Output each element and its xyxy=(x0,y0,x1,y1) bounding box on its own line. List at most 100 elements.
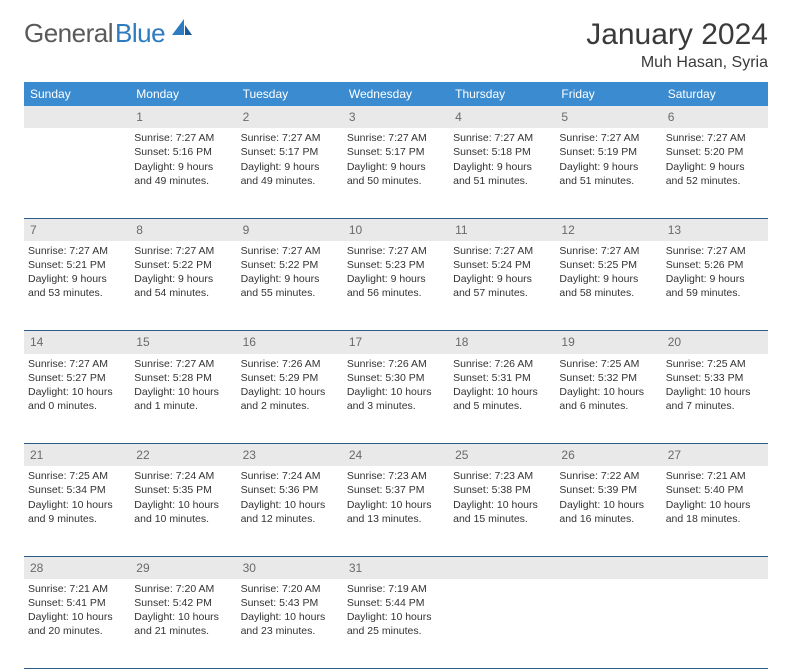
title-block: January 2024 Muh Hasan, Syria xyxy=(586,18,768,72)
sunset-text: Sunset: 5:35 PM xyxy=(134,483,232,497)
sunrise-text: Sunrise: 7:22 AM xyxy=(559,469,657,483)
day-cell: Sunrise: 7:23 AMSunset: 5:38 PMDaylight:… xyxy=(449,466,555,556)
sunrise-text: Sunrise: 7:27 AM xyxy=(666,131,764,145)
weekday-header: Thursday xyxy=(449,82,555,106)
sunrise-text: Sunrise: 7:19 AM xyxy=(347,582,445,596)
sunset-text: Sunset: 5:30 PM xyxy=(347,371,445,385)
day-cell xyxy=(449,579,555,669)
daylight-text: Daylight: 10 hours xyxy=(134,385,232,399)
week-row: Sunrise: 7:27 AMSunset: 5:16 PMDaylight:… xyxy=(24,128,768,218)
day-number xyxy=(449,556,555,579)
sunset-text: Sunset: 5:31 PM xyxy=(453,371,551,385)
sunrise-text: Sunrise: 7:27 AM xyxy=(347,131,445,145)
sunrise-text: Sunrise: 7:27 AM xyxy=(559,131,657,145)
sunrise-text: Sunrise: 7:26 AM xyxy=(453,357,551,371)
sunrise-text: Sunrise: 7:27 AM xyxy=(453,131,551,145)
sunrise-text: Sunrise: 7:27 AM xyxy=(241,244,339,258)
day-number: 26 xyxy=(555,444,661,467)
daylight-text: and 21 minutes. xyxy=(134,624,232,638)
day-number: 19 xyxy=(555,331,661,354)
daylight-text: and 2 minutes. xyxy=(241,399,339,413)
day-number: 16 xyxy=(237,331,343,354)
day-cell: Sunrise: 7:27 AMSunset: 5:28 PMDaylight:… xyxy=(130,354,236,444)
daylight-text: Daylight: 9 hours xyxy=(666,160,764,174)
day-number: 22 xyxy=(130,444,236,467)
day-number: 21 xyxy=(24,444,130,467)
daylight-text: and 50 minutes. xyxy=(347,174,445,188)
day-cell xyxy=(24,128,130,218)
daylight-text: and 25 minutes. xyxy=(347,624,445,638)
day-number: 24 xyxy=(343,444,449,467)
daylight-text: and 58 minutes. xyxy=(559,286,657,300)
day-cell: Sunrise: 7:19 AMSunset: 5:44 PMDaylight:… xyxy=(343,579,449,669)
day-cell: Sunrise: 7:23 AMSunset: 5:37 PMDaylight:… xyxy=(343,466,449,556)
day-number xyxy=(24,106,130,128)
daylight-text: and 55 minutes. xyxy=(241,286,339,300)
daylight-text: Daylight: 10 hours xyxy=(347,385,445,399)
day-number: 27 xyxy=(662,444,768,467)
daylight-text: Daylight: 9 hours xyxy=(453,272,551,286)
sunset-text: Sunset: 5:17 PM xyxy=(241,145,339,159)
sunrise-text: Sunrise: 7:27 AM xyxy=(241,131,339,145)
day-number-row: 123456 xyxy=(24,106,768,128)
daylight-text: Daylight: 10 hours xyxy=(134,610,232,624)
day-cell: Sunrise: 7:25 AMSunset: 5:33 PMDaylight:… xyxy=(662,354,768,444)
daylight-text: Daylight: 10 hours xyxy=(453,498,551,512)
daylight-text: and 9 minutes. xyxy=(28,512,126,526)
daylight-text: and 10 minutes. xyxy=(134,512,232,526)
weekday-header: Monday xyxy=(130,82,236,106)
weekday-header: Sunday xyxy=(24,82,130,106)
daylight-text: Daylight: 10 hours xyxy=(453,385,551,399)
day-cell: Sunrise: 7:27 AMSunset: 5:16 PMDaylight:… xyxy=(130,128,236,218)
sunrise-text: Sunrise: 7:27 AM xyxy=(666,244,764,258)
logo-text-general: General xyxy=(24,18,113,49)
sunset-text: Sunset: 5:25 PM xyxy=(559,258,657,272)
weekday-header: Tuesday xyxy=(237,82,343,106)
day-cell: Sunrise: 7:25 AMSunset: 5:34 PMDaylight:… xyxy=(24,466,130,556)
sunrise-text: Sunrise: 7:27 AM xyxy=(28,357,126,371)
weekday-header: Saturday xyxy=(662,82,768,106)
weekday-header: Wednesday xyxy=(343,82,449,106)
day-number: 29 xyxy=(130,556,236,579)
sunset-text: Sunset: 5:32 PM xyxy=(559,371,657,385)
sunset-text: Sunset: 5:17 PM xyxy=(347,145,445,159)
day-cell: Sunrise: 7:26 AMSunset: 5:30 PMDaylight:… xyxy=(343,354,449,444)
sunset-text: Sunset: 5:42 PM xyxy=(134,596,232,610)
daylight-text: Daylight: 9 hours xyxy=(347,272,445,286)
daylight-text: and 49 minutes. xyxy=(241,174,339,188)
sunrise-text: Sunrise: 7:24 AM xyxy=(134,469,232,483)
day-cell: Sunrise: 7:21 AMSunset: 5:40 PMDaylight:… xyxy=(662,466,768,556)
sunset-text: Sunset: 5:37 PM xyxy=(347,483,445,497)
day-number-row: 78910111213 xyxy=(24,218,768,241)
day-number: 12 xyxy=(555,218,661,241)
daylight-text: and 12 minutes. xyxy=(241,512,339,526)
daylight-text: Daylight: 10 hours xyxy=(241,498,339,512)
daylight-text: Daylight: 10 hours xyxy=(666,498,764,512)
day-number: 23 xyxy=(237,444,343,467)
day-number: 18 xyxy=(449,331,555,354)
sunset-text: Sunset: 5:34 PM xyxy=(28,483,126,497)
daylight-text: Daylight: 10 hours xyxy=(134,498,232,512)
day-cell: Sunrise: 7:27 AMSunset: 5:23 PMDaylight:… xyxy=(343,241,449,331)
daylight-text: Daylight: 9 hours xyxy=(134,160,232,174)
sunset-text: Sunset: 5:19 PM xyxy=(559,145,657,159)
sunset-text: Sunset: 5:38 PM xyxy=(453,483,551,497)
day-cell xyxy=(662,579,768,669)
daylight-text: and 51 minutes. xyxy=(559,174,657,188)
day-number: 11 xyxy=(449,218,555,241)
sunrise-text: Sunrise: 7:27 AM xyxy=(134,131,232,145)
daylight-text: and 53 minutes. xyxy=(28,286,126,300)
daylight-text: and 16 minutes. xyxy=(559,512,657,526)
day-cell: Sunrise: 7:27 AMSunset: 5:26 PMDaylight:… xyxy=(662,241,768,331)
logo-text-blue: Blue xyxy=(115,18,165,49)
day-cell: Sunrise: 7:27 AMSunset: 5:17 PMDaylight:… xyxy=(343,128,449,218)
day-number-row: 21222324252627 xyxy=(24,444,768,467)
daylight-text: Daylight: 9 hours xyxy=(28,272,126,286)
day-cell: Sunrise: 7:27 AMSunset: 5:19 PMDaylight:… xyxy=(555,128,661,218)
day-cell xyxy=(555,579,661,669)
sunset-text: Sunset: 5:24 PM xyxy=(453,258,551,272)
day-number: 9 xyxy=(237,218,343,241)
daylight-text: Daylight: 10 hours xyxy=(347,610,445,624)
daylight-text: and 1 minute. xyxy=(134,399,232,413)
day-cell: Sunrise: 7:22 AMSunset: 5:39 PMDaylight:… xyxy=(555,466,661,556)
